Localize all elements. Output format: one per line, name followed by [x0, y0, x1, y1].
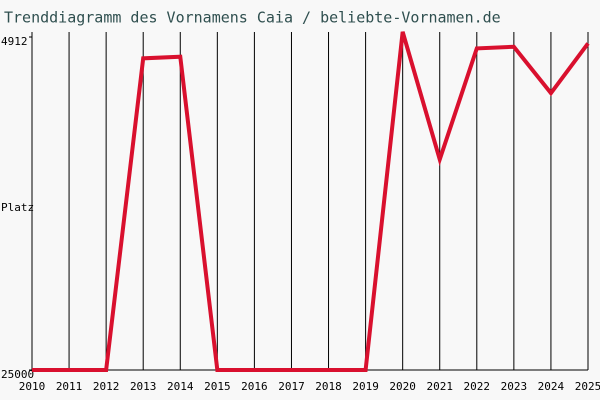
x-tick-label: 2012 — [93, 380, 120, 393]
x-tick-label: 2025 — [575, 380, 600, 393]
line-series — [32, 31, 590, 372]
x-tick-label: 2013 — [130, 380, 157, 393]
y-tick-label: 25000 — [1, 368, 34, 381]
chart-title: Trenddiagramm des Vornamens Caia / belie… — [4, 9, 501, 27]
x-tick-label: 2024 — [538, 380, 565, 393]
x-tick-label: 2016 — [241, 380, 268, 393]
x-tick-label: 2021 — [426, 380, 453, 393]
x-tick-label: 2023 — [501, 380, 528, 393]
x-tick-label: 2018 — [315, 380, 342, 393]
y-tick-label: 4912 — [1, 35, 28, 48]
x-tick-label: 2019 — [352, 380, 379, 393]
x-tick-label: 2011 — [56, 380, 83, 393]
x-tick-label: 2022 — [464, 380, 491, 393]
x-tick-label: 2010 — [19, 380, 46, 393]
x-tick-label: 2020 — [389, 380, 416, 393]
x-tick-label: 2017 — [278, 380, 305, 393]
x-tick-label: 2015 — [204, 380, 231, 393]
x-tick-label: 2014 — [167, 380, 194, 393]
y-axis-label: Platz — [1, 201, 34, 214]
